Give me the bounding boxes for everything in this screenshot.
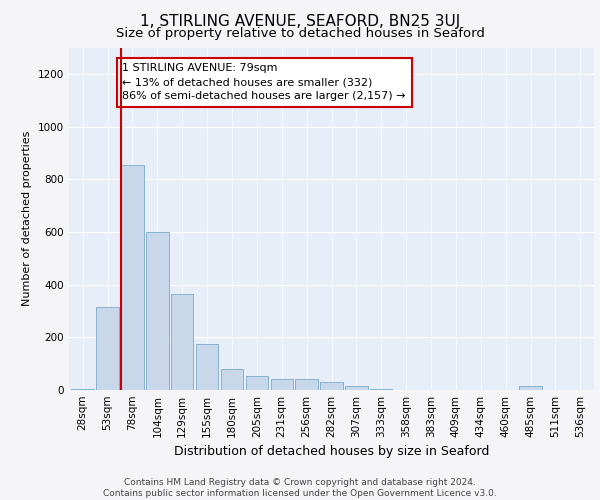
- Text: Contains HM Land Registry data © Crown copyright and database right 2024.
Contai: Contains HM Land Registry data © Crown c…: [103, 478, 497, 498]
- Y-axis label: Number of detached properties: Number of detached properties: [22, 131, 32, 306]
- Bar: [295, 380, 318, 390]
- Bar: [146, 232, 169, 390]
- Bar: [245, 376, 268, 390]
- Text: Size of property relative to detached houses in Seaford: Size of property relative to detached ho…: [116, 28, 484, 40]
- Bar: [196, 344, 218, 390]
- Bar: [520, 386, 542, 390]
- Text: 1 STIRLING AVENUE: 79sqm
← 13% of detached houses are smaller (332)
86% of semi-: 1 STIRLING AVENUE: 79sqm ← 13% of detach…: [122, 64, 406, 102]
- Bar: [121, 164, 143, 390]
- Bar: [71, 388, 94, 390]
- Bar: [271, 380, 293, 390]
- Bar: [345, 386, 368, 390]
- Bar: [97, 307, 119, 390]
- X-axis label: Distribution of detached houses by size in Seaford: Distribution of detached houses by size …: [174, 446, 489, 458]
- Bar: [370, 388, 392, 390]
- Bar: [221, 369, 243, 390]
- Text: 1, STIRLING AVENUE, SEAFORD, BN25 3UJ: 1, STIRLING AVENUE, SEAFORD, BN25 3UJ: [140, 14, 460, 29]
- Bar: [171, 294, 193, 390]
- Bar: [320, 382, 343, 390]
